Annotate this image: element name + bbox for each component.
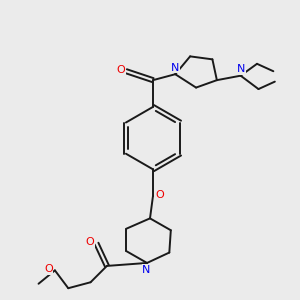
Text: N: N (171, 63, 179, 73)
Text: O: O (44, 264, 53, 274)
Text: O: O (85, 237, 94, 247)
Text: O: O (116, 65, 125, 75)
Text: O: O (155, 190, 164, 200)
Text: N: N (142, 265, 151, 275)
Text: N: N (237, 64, 245, 74)
